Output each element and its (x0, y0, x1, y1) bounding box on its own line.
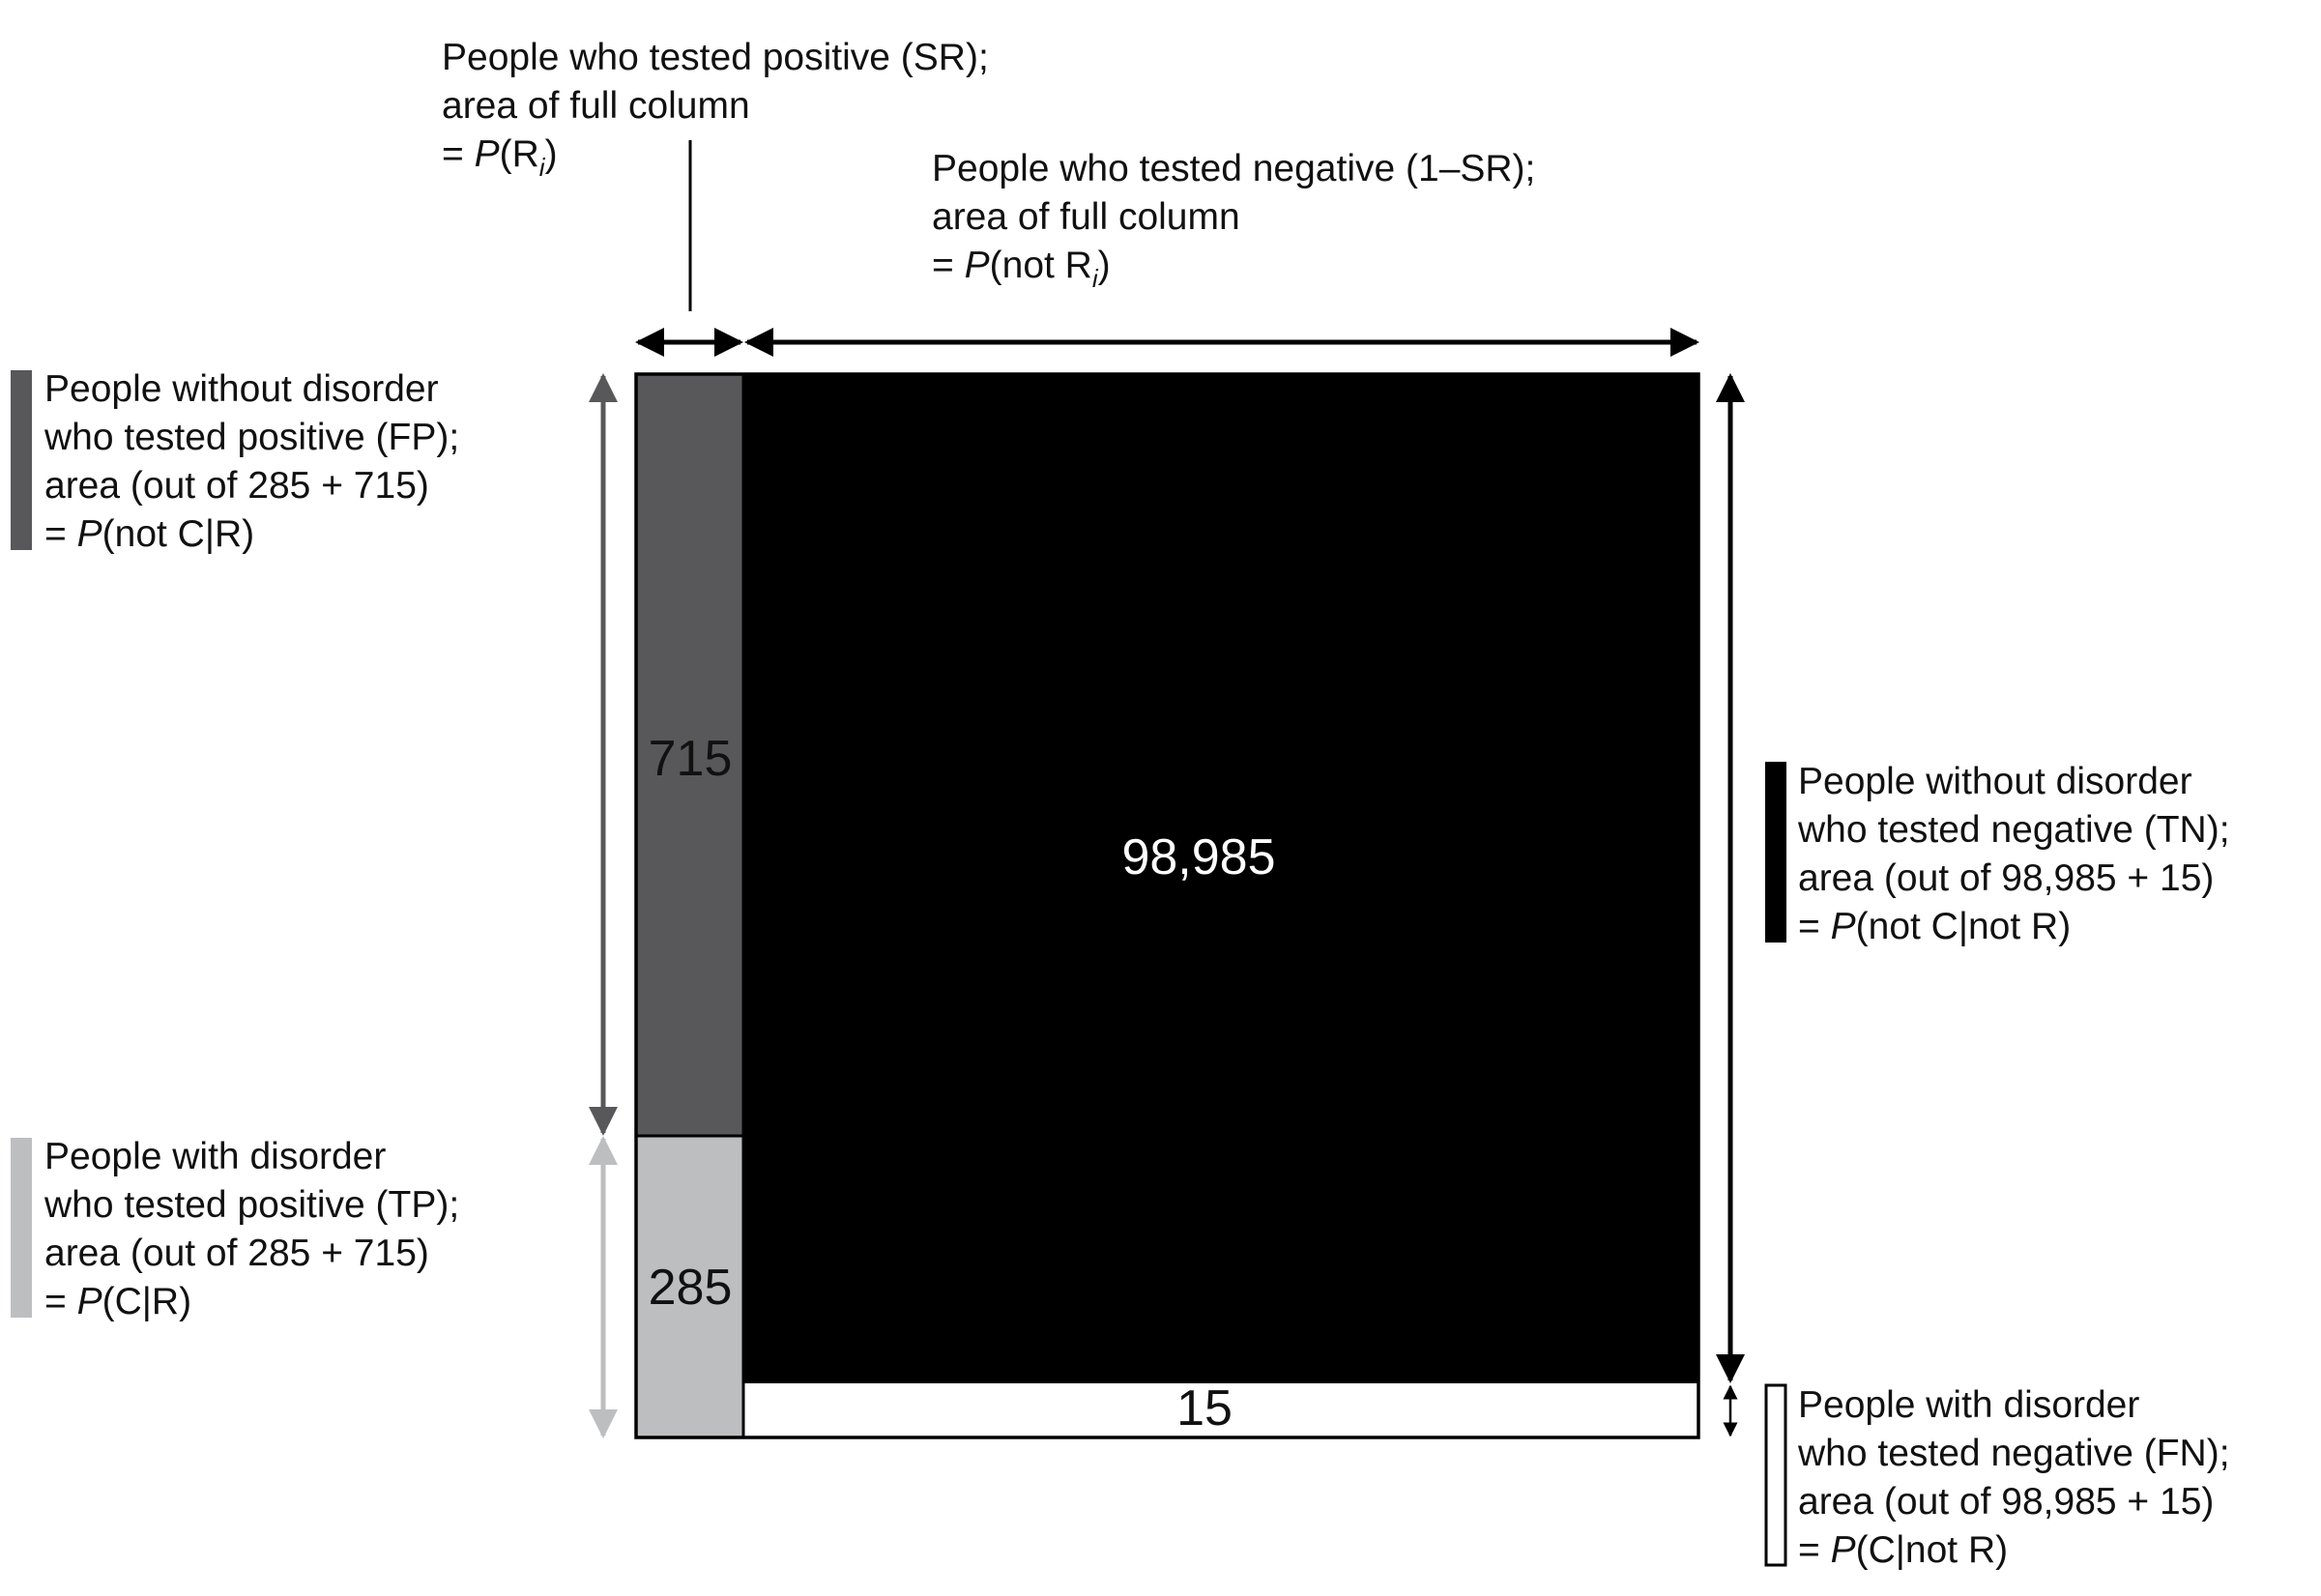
fp-swatch (11, 370, 32, 550)
tp-cell (636, 1136, 743, 1437)
neg-label: People who tested negative (1–SR); area … (932, 148, 1535, 293)
fn-swatch (1764, 1383, 1787, 1567)
neg-p: P (965, 245, 990, 286)
svg-text:= P(not C|R): = P(not C|R) (44, 513, 254, 555)
svg-text:area (out of 285 + 715): area (out of 285 + 715) (44, 465, 429, 507)
neg-sub: i (1092, 264, 1099, 293)
svg-text:= P(C|R): = P(C|R) (44, 1281, 191, 1322)
svg-text:who tested positive (FP);: who tested positive (FP); (44, 417, 459, 458)
neg-line2: area of full column (932, 196, 1240, 238)
svg-text:= P(not Ri): = P(not Ri) (932, 245, 1111, 293)
fn-label: People with disorder who tested negative… (1797, 1384, 2230, 1571)
tp-line3: area (out of 285 + 715) (44, 1233, 429, 1274)
tn-eq: = (1798, 906, 1831, 947)
tp-swatch (11, 1138, 32, 1318)
fn-cell (743, 1383, 1698, 1437)
tn-line1: People without disorder (1798, 761, 2192, 802)
svg-text:People who tested negative (1–: People who tested negative (1–SR); (932, 148, 1535, 189)
svg-text:People without disorder: People without disorder (1798, 761, 2192, 802)
tp-p: P (77, 1281, 102, 1322)
tp-eq: = (44, 1281, 77, 1322)
svg-text:who tested negative (TN);: who tested negative (TN); (1797, 809, 2230, 851)
tp-label: People with disorder who tested positive… (44, 1136, 459, 1322)
svg-text:People with disorder: People with disorder (44, 1136, 386, 1177)
svg-text:= P(Ri): = P(Ri) (442, 133, 558, 182)
tn-rest: (not C|not R) (1856, 906, 2072, 947)
tn-line2: who tested negative (TN); (1797, 809, 2230, 851)
fn-rest: (C|not R) (1856, 1529, 2009, 1571)
svg-text:area (out of 98,985 + 15): area (out of 98,985 + 15) (1798, 1481, 2214, 1523)
svg-text:area of full column: area of full column (932, 196, 1240, 238)
tn-swatch (1765, 762, 1786, 943)
sr-close: ) (545, 133, 558, 175)
svg-text:People without disorder: People without disorder (44, 368, 439, 410)
tn-p: P (1831, 906, 1856, 947)
fp-p: P (77, 513, 102, 555)
fp-rest: (not C|R) (102, 513, 255, 555)
diagram-outline (634, 372, 1700, 1439)
sr-line2: area of full column (442, 85, 750, 127)
sr-eq: = (442, 133, 475, 175)
fp-label: People without disorder who tested posit… (44, 368, 459, 555)
sr-open: (R (500, 133, 539, 175)
svg-text:= P(not C|not R): = P(not C|not R) (1798, 906, 2071, 947)
fn-p: P (1831, 1529, 1856, 1571)
sr-p: P (475, 133, 500, 175)
fp-line3: area (out of 285 + 715) (44, 465, 429, 507)
tp-count: 285 (649, 1260, 733, 1316)
svg-text:who tested negative (FN);: who tested negative (FN); (1797, 1433, 2230, 1474)
svg-text:= P(C|not R): = P(C|not R) (1798, 1529, 2008, 1571)
tp-line1: People with disorder (44, 1136, 386, 1177)
fn-eq: = (1798, 1529, 1831, 1571)
fn-line3: area (out of 98,985 + 15) (1798, 1481, 2214, 1523)
neg-line1: People who tested negative (1–SR); (932, 148, 1535, 189)
tp-line2: who tested positive (TP); (44, 1184, 459, 1226)
fn-line2: who tested negative (FN); (1797, 1433, 2230, 1474)
neg-eq: = (932, 245, 965, 286)
tn-line3: area (out of 98,985 + 15) (1798, 857, 2214, 899)
svg-text:People who tested positive (SR: People who tested positive (SR); (442, 37, 989, 78)
tn-cell (743, 374, 1698, 1383)
fn-count: 15 (1176, 1380, 1233, 1436)
svg-text:area of full column: area of full column (442, 85, 750, 127)
tn-label: People without disorder who tested negat… (1797, 761, 2230, 947)
neg-open: (not R (990, 245, 1092, 286)
fp-count: 715 (649, 731, 733, 787)
svg-text:who tested positive (TP);: who tested positive (TP); (44, 1184, 459, 1226)
tn-count: 98,985 (1121, 829, 1275, 885)
fp-line1: People without disorder (44, 368, 439, 410)
sr-label: People who tested positive (SR); area of… (442, 37, 989, 182)
svg-text:area (out of 285 + 715): area (out of 285 + 715) (44, 1233, 429, 1274)
sr-sub: i (539, 153, 546, 182)
svg-text:area (out of 98,985 + 15): area (out of 98,985 + 15) (1798, 857, 2214, 899)
fp-line2: who tested positive (FP); (44, 417, 459, 458)
fn-line1: People with disorder (1798, 1384, 2139, 1426)
fp-cell (636, 374, 743, 1136)
fp-eq: = (44, 513, 77, 555)
tp-rest: (C|R) (102, 1281, 191, 1322)
sr-line1: People who tested positive (SR); (442, 37, 989, 78)
svg-text:People with disorder: People with disorder (1798, 1384, 2139, 1426)
neg-close: ) (1098, 245, 1111, 286)
